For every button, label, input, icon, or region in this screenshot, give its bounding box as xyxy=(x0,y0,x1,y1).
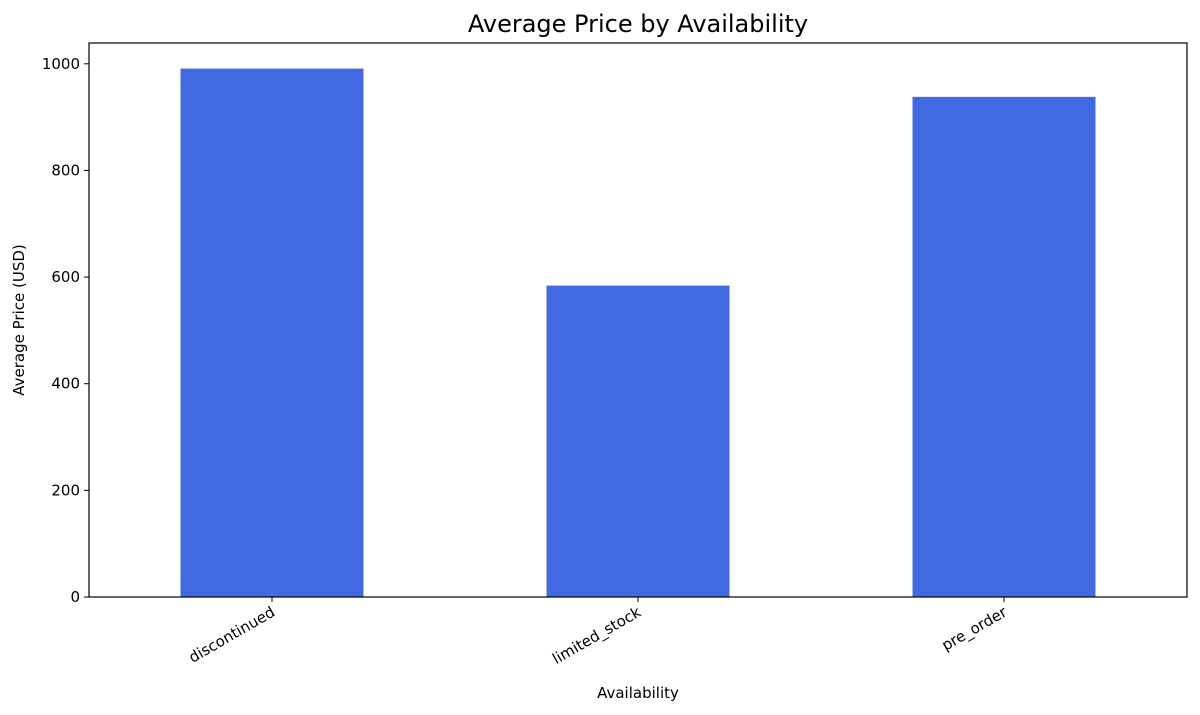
chart-title: Average Price by Availability xyxy=(468,10,808,38)
plot-frame xyxy=(88,42,1188,598)
bar xyxy=(546,285,730,597)
x-axis-label: Availability xyxy=(597,684,679,702)
y-axis-label: Average Price (USD) xyxy=(10,244,28,395)
y-tick-label: 1000 xyxy=(42,55,80,73)
bar xyxy=(912,96,1096,598)
y-tick-label: 200 xyxy=(51,481,80,499)
x-tick-label: discontinued xyxy=(186,603,278,667)
x-tick-label: limited_stock xyxy=(549,603,645,669)
y-tick-label: 400 xyxy=(51,375,80,393)
y-tick-label: 600 xyxy=(51,268,80,286)
x-tick-label: pre_order xyxy=(939,602,1012,655)
y-tick-label: 0 xyxy=(70,588,80,606)
bar xyxy=(180,68,364,597)
y-tick-label: 800 xyxy=(51,161,80,179)
